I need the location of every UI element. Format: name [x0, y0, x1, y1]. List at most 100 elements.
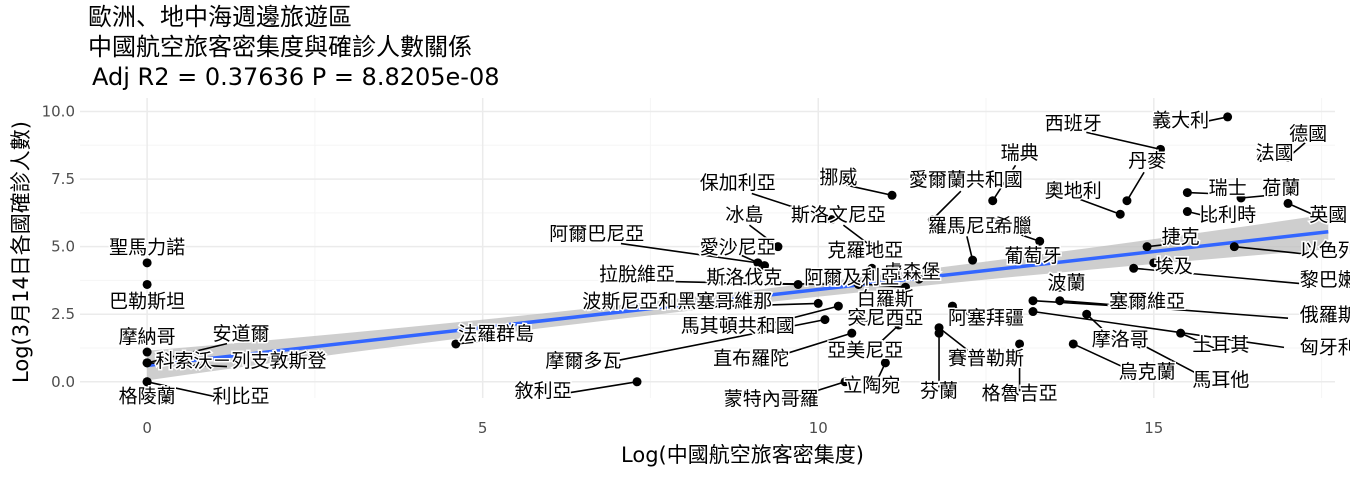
leader-line [761, 282, 859, 286]
point-label: 愛沙尼亞 [700, 237, 776, 259]
data-point [947, 301, 957, 311]
point-label: 波蘭 [1048, 272, 1086, 294]
data-point [1223, 112, 1233, 122]
point-label: 安道爾 [213, 323, 270, 345]
data-point [1142, 242, 1152, 252]
point-label: 黎巴嫩 [1300, 269, 1350, 291]
data-point [867, 242, 877, 252]
data-point [142, 358, 152, 368]
data-point [1122, 196, 1132, 206]
leader-line [1059, 299, 1289, 319]
point-label: 摩洛哥 [1092, 329, 1149, 351]
point-label: 土耳其 [1192, 334, 1249, 356]
data-point [827, 215, 837, 225]
data-point [894, 320, 904, 330]
leader-line [846, 184, 893, 197]
data-point [833, 301, 843, 311]
point-label: 西班牙 [1045, 112, 1102, 134]
leader-line [1133, 267, 1300, 285]
point-label: 阿爾及利亞 [804, 266, 899, 288]
leader-line [952, 305, 982, 323]
data-point [1055, 296, 1065, 306]
leader-line [1180, 332, 1216, 350]
data-point [142, 279, 152, 289]
point-label: 利比亞 [213, 385, 270, 407]
point-label: 馬耳他 [1192, 369, 1249, 391]
data-point [1115, 209, 1125, 219]
leader-line [1187, 116, 1228, 126]
axes-layer: 0 5 10 15 0.0 2.5 5.0 7.5 10.0 Log(中國航空旅客密集度) Log(… [9, 103, 1163, 467]
point-label: 突尼西亞 [847, 307, 923, 329]
data-point [1236, 193, 1246, 203]
point-label: 格陵蘭 [119, 385, 176, 407]
point-label: 英國 [1309, 204, 1347, 226]
point-label: 賽普勒斯 [948, 347, 1024, 369]
point-label: 白羅斯 [857, 288, 914, 310]
leader-line [1187, 191, 1222, 195]
data-point [142, 347, 152, 357]
point-label: 亞美尼亞 [827, 339, 903, 361]
leader-line [1140, 343, 1210, 381]
point-label: 葡萄牙 [1004, 245, 1061, 267]
data-point [1229, 242, 1239, 252]
data-point [927, 215, 937, 225]
point-label: 格魯吉亞 [982, 383, 1058, 405]
data-point [854, 315, 864, 325]
data-point [1149, 258, 1159, 268]
point-label: 敘利亞 [515, 380, 572, 402]
point-label: 丹麥 [1128, 150, 1166, 172]
leader-line [1146, 242, 1176, 248]
leader-line [842, 224, 873, 248]
leader-line [859, 283, 906, 288]
point-label: 希臘 [994, 215, 1032, 237]
regression-layer [146, 230, 1329, 368]
data-point [1082, 309, 1092, 319]
data-point [793, 279, 803, 289]
point-label: 瑞士 [1209, 177, 1247, 199]
data-point [1156, 144, 1166, 154]
leader-line [869, 324, 900, 353]
leader-line [752, 305, 839, 329]
data-point [1055, 282, 1065, 292]
data-point [1015, 339, 1025, 349]
data-point [988, 196, 998, 206]
chart-stats: Adj R2 = 0.37636 P = 8.8205e-08 [92, 63, 500, 91]
data-point [934, 328, 944, 338]
leader-line [782, 381, 846, 403]
leader-line [931, 190, 962, 221]
point-label: 塞爾維亞 [1109, 291, 1185, 313]
data-point [914, 274, 924, 284]
point-label: 直布羅陀 [713, 347, 789, 369]
data-point [1028, 307, 1038, 317]
data-point [867, 263, 877, 273]
point-label: 法羅群島 [458, 323, 534, 345]
data-point [1035, 236, 1045, 246]
leader-line [146, 381, 228, 401]
regression-line [146, 230, 1329, 368]
point-label: 科索沃－列支敦斯登 [156, 350, 327, 372]
leader-line [1032, 310, 1285, 349]
y-tick-label: 10.0 [42, 103, 75, 121]
x-tick-label: 15 [1144, 419, 1163, 437]
x-tick-label: 5 [478, 419, 488, 437]
point-label: 埃及 [1155, 256, 1193, 278]
data-point [880, 358, 890, 368]
point-label: 羅馬尼亞 [928, 215, 1004, 237]
point-label: 盧森堡 [884, 261, 941, 283]
point-label: 比利時 [1199, 204, 1256, 226]
point-label: 德國 [1289, 123, 1327, 145]
y-tick-label: 0.0 [51, 373, 75, 391]
data-point [1068, 339, 1078, 349]
data-point [900, 282, 910, 292]
leader-line [147, 362, 228, 368]
leader-line [557, 380, 638, 396]
point-label: 波斯尼亞和黑塞哥維那 [582, 291, 772, 313]
leader-line [1126, 171, 1145, 202]
point-label: 斯洛文尼亞 [791, 204, 886, 226]
data-point [760, 261, 770, 271]
data-point [632, 377, 642, 387]
point-label: 冰島 [725, 204, 763, 226]
leader-line [938, 327, 980, 360]
